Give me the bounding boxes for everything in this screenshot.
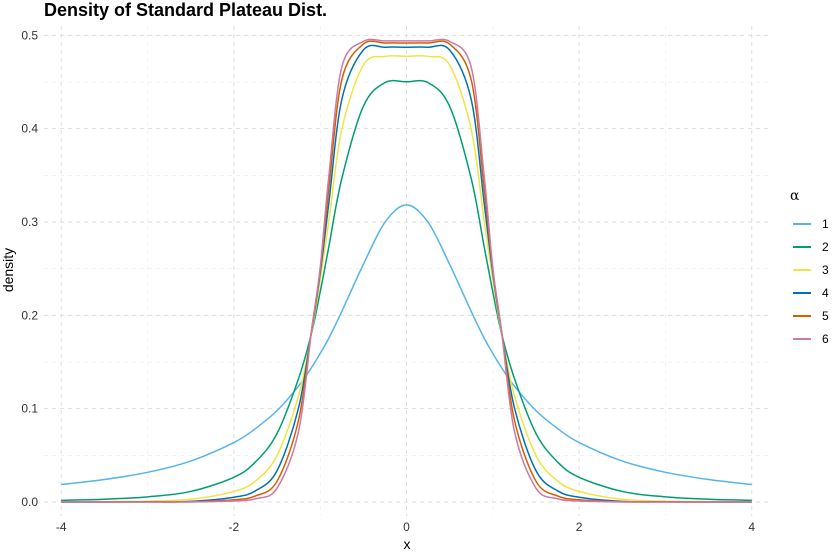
y-tick-label: 0.1 xyxy=(21,402,38,416)
series-line-3 xyxy=(61,55,752,503)
legend-label-6: 6 xyxy=(822,332,829,346)
series-line-5 xyxy=(61,40,752,503)
legend: α 1 2 3 4 5 6 xyxy=(790,188,829,346)
series-lines xyxy=(61,38,752,503)
x-tick-label: 0 xyxy=(403,520,410,534)
x-tick-label: -2 xyxy=(229,520,240,534)
legend-label-2: 2 xyxy=(822,240,829,254)
legend-label-1: 1 xyxy=(822,217,829,231)
y-tick-label: 0.3 xyxy=(21,215,38,229)
x-axis-title: x xyxy=(404,536,411,552)
chart-title: Density of Standard Plateau Dist. xyxy=(44,0,327,20)
legend-label-5: 5 xyxy=(822,309,829,323)
legend-label-4: 4 xyxy=(822,286,829,300)
y-tick-label: 0.4 xyxy=(21,122,38,136)
x-tick-label: 4 xyxy=(748,520,755,534)
x-axis-ticks: -4 -2 0 2 4 xyxy=(56,520,755,534)
x-tick-label: -4 xyxy=(56,520,67,534)
y-tick-label: 0.0 xyxy=(21,495,38,509)
y-tick-label: 0.2 xyxy=(21,308,38,322)
legend-title: α xyxy=(790,188,800,204)
grid xyxy=(44,26,769,516)
x-tick-label: 2 xyxy=(576,520,583,534)
series-line-2 xyxy=(61,79,752,502)
legend-label-3: 3 xyxy=(822,263,829,277)
y-tick-label: 0.5 xyxy=(21,28,38,42)
y-axis-ticks: 0.0 0.1 0.2 0.3 0.4 0.5 xyxy=(21,28,38,509)
series-line-4 xyxy=(61,44,752,503)
series-line-1 xyxy=(61,204,752,486)
y-axis-title: density xyxy=(0,248,16,292)
series-line-6 xyxy=(61,38,752,503)
